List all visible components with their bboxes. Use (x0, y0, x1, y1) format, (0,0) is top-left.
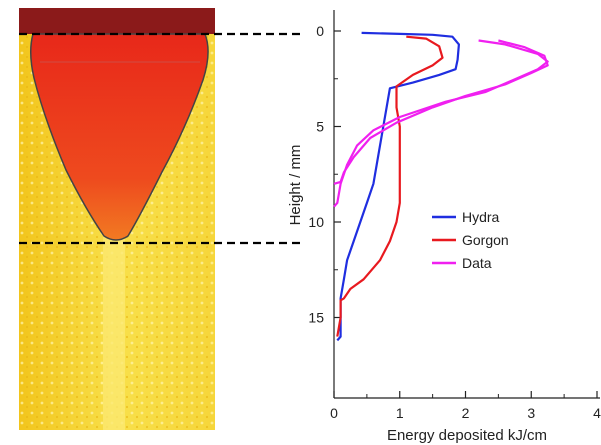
legend-label: Gorgon (462, 232, 509, 248)
plume-shape (30, 33, 209, 241)
x-tick-label: 2 (462, 405, 470, 421)
legend-label: Hydra (462, 209, 500, 225)
x-tick-label: 4 (593, 405, 601, 421)
series-line-data (333, 39, 549, 208)
plume-image (19, 8, 215, 430)
x-axis-title: Energy deposited kJ/cm (387, 427, 547, 444)
y-tick-label: 10 (308, 214, 324, 230)
x-ticks: 0 1 2 3 4 (330, 391, 601, 421)
x-tick-label: 1 (396, 405, 404, 421)
y-tick-label: 0 (316, 23, 324, 39)
y-axis-title: Height / mm (287, 145, 304, 226)
y-ticks: 0 5 10 15 (308, 23, 341, 326)
y-tick-label: 15 (308, 310, 324, 326)
x-tick-label: 3 (527, 405, 535, 421)
energy-chart: 0 5 10 15 0 1 2 3 4 Height / mm Energy deposite… (287, 10, 601, 444)
y-tick-label: 5 (316, 119, 324, 135)
legend: Hydra Gorgon Data (432, 209, 509, 271)
image-top-band (19, 8, 215, 34)
series-line-hydra (336, 31, 460, 342)
series-lines (333, 31, 549, 342)
x-tick-label: 0 (330, 405, 338, 421)
series-line-data-2 (333, 39, 549, 185)
image-center-column (103, 236, 125, 430)
series-line-gorgon (336, 35, 444, 337)
legend-label: Data (462, 255, 492, 271)
